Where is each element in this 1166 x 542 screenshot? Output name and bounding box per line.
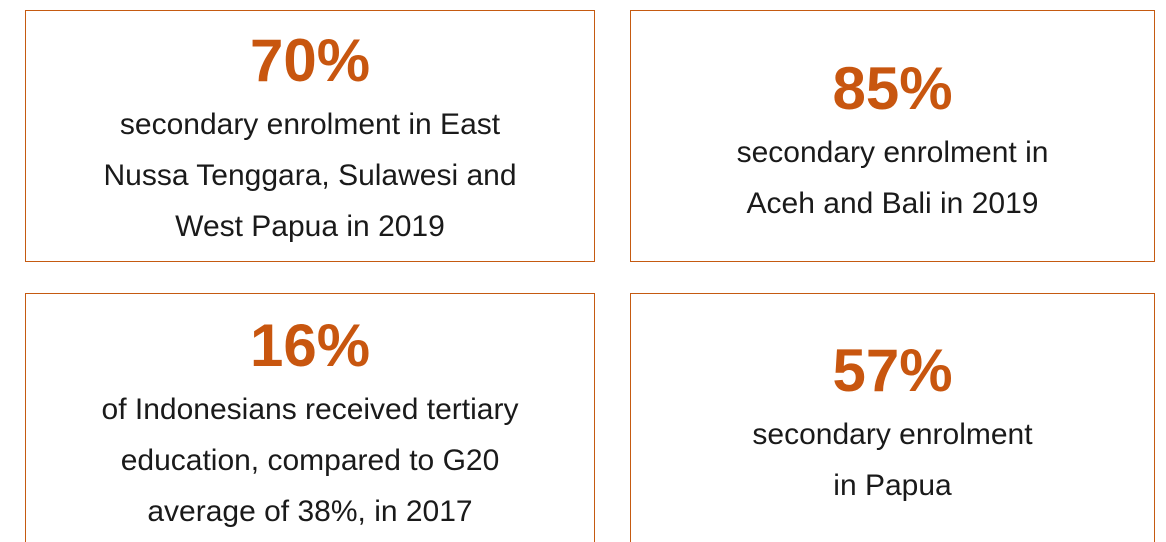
stat-figure: 70% — [249, 27, 371, 94]
stat-description: Nussa Tenggara, Sulawesi and — [103, 159, 517, 192]
stat-description: Aceh and Bali in 2019 — [746, 187, 1039, 220]
stat-card: 57% secondary enrolment in Papua — [630, 293, 1155, 542]
stat-card: 70% secondary enrolment in East Nussa Teng… — [25, 10, 595, 262]
stat-card: 16% of Indonesians received tertiary educa… — [25, 293, 595, 542]
stat-card: 85% secondary enrolment in Aceh and Bali i… — [630, 10, 1155, 262]
stat-description: education, compared to G20 — [120, 444, 500, 477]
stat-description: in Papua — [833, 469, 952, 502]
stat-figure: 16% — [249, 312, 371, 379]
stat-description: of Indonesians received tertiary — [101, 393, 519, 426]
stat-figure: 57% — [832, 337, 953, 404]
stat-description: West Papua in 2019 — [175, 210, 445, 243]
stat-description: secondary enrolment — [752, 418, 1033, 451]
stat-description: average of 38%, in 2017 — [147, 495, 473, 528]
stat-description: secondary enrolment in East — [119, 108, 501, 141]
stat-description: secondary enrolment in — [736, 136, 1049, 169]
stat-figure: 85% — [832, 55, 953, 122]
